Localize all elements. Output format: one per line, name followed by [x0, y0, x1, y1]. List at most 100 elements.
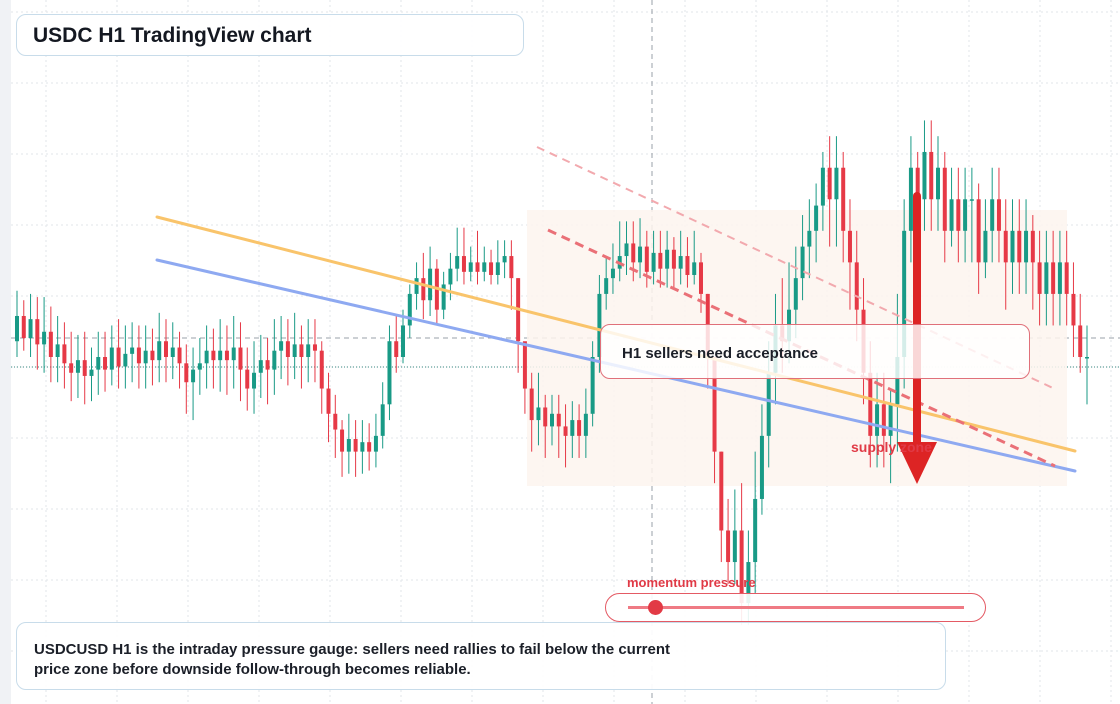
candle-body: [563, 426, 568, 436]
candle-body: [915, 167, 920, 200]
candle-body: [177, 347, 182, 364]
candle-body: [556, 413, 561, 427]
candle-body: [340, 429, 345, 452]
candle-body: [150, 350, 155, 361]
candle-body: [590, 357, 595, 414]
candle-body: [678, 256, 683, 269]
candle-body: [631, 243, 636, 263]
acceptance-label: H1 sellers need acceptance: [622, 345, 818, 362]
candle: [638, 218, 643, 279]
candle: [428, 246, 433, 316]
candle: [983, 199, 988, 279]
candle-body: [624, 243, 629, 257]
candle-body: [570, 420, 575, 436]
candle-body: [448, 268, 453, 285]
candle-body: [224, 350, 229, 361]
candle: [929, 120, 934, 231]
candle-body: [116, 347, 121, 367]
candle: [28, 293, 33, 357]
candle: [624, 221, 629, 275]
candle-body: [1078, 325, 1083, 357]
candle-body: [163, 341, 168, 357]
candle-body: [394, 341, 399, 357]
candle-body: [577, 420, 582, 436]
candle: [319, 341, 324, 414]
candle-body: [719, 451, 724, 531]
candle: [577, 404, 582, 458]
candle-body: [170, 347, 175, 357]
candle: [414, 262, 419, 310]
candle-body: [712, 357, 717, 452]
candle: [1064, 230, 1069, 326]
candle-body: [231, 347, 236, 361]
candle: [996, 167, 1001, 263]
candle: [536, 372, 541, 446]
candle-body: [665, 249, 670, 269]
candle-body: [1017, 230, 1022, 263]
candle-body: [1044, 262, 1049, 294]
candle-body: [218, 350, 223, 361]
candle: [556, 394, 561, 458]
candle-body: [638, 246, 643, 263]
momentum-label: momentum pressure: [627, 575, 756, 590]
candle-body: [1024, 230, 1029, 263]
candle: [218, 319, 223, 392]
candle: [712, 357, 717, 484]
candle-body: [881, 404, 886, 436]
candle: [353, 420, 358, 477]
candle-body: [306, 344, 311, 357]
candle: [550, 394, 554, 446]
candle: [1017, 199, 1022, 294]
candle: [570, 401, 575, 458]
lower-dashed-channel-line: [547, 228, 1056, 468]
candle: [726, 498, 731, 585]
candle-body: [292, 344, 297, 357]
candle-body: [252, 372, 257, 389]
candle-body: [299, 344, 304, 357]
candle-body: [245, 369, 250, 389]
candle: [340, 420, 345, 477]
candle: [604, 256, 609, 310]
candle: [15, 290, 19, 357]
candle: [753, 451, 758, 594]
analysis-note-box: USDCUSD H1 is the intraday pressure gaug…: [16, 622, 946, 690]
candle: [814, 183, 819, 263]
candle-body: [529, 388, 534, 421]
candle: [312, 319, 317, 383]
candle-body: [15, 315, 19, 342]
candle-body: [834, 167, 839, 200]
candle-body: [326, 388, 331, 414]
candle-body: [421, 278, 426, 301]
candle-body: [726, 530, 731, 563]
candle: [509, 240, 514, 310]
momentum-gauge-knob[interactable]: [647, 600, 663, 615]
candle: [103, 331, 108, 392]
candle-body: [373, 435, 378, 452]
candle-body: [976, 199, 981, 263]
candle-body: [766, 372, 771, 436]
candle-body: [908, 167, 913, 231]
candle-body: [868, 372, 873, 436]
candle: [1010, 199, 1015, 294]
candle: [75, 334, 80, 399]
candle: [401, 309, 406, 364]
candle: [502, 240, 507, 279]
candle-body: [312, 344, 317, 351]
candle: [685, 237, 690, 288]
candle: [949, 167, 954, 247]
momentum-gauge[interactable]: [605, 593, 986, 622]
momentum-gauge-track: [628, 606, 964, 609]
candle-body: [651, 252, 656, 272]
candle-body: [1051, 262, 1056, 294]
candle-body: [814, 205, 819, 231]
candle: [854, 230, 859, 342]
candle: [150, 328, 155, 386]
candle: [827, 136, 832, 247]
candle-body: [143, 350, 148, 364]
candle: [245, 347, 250, 411]
candle: [272, 319, 277, 395]
candle-body: [495, 262, 500, 275]
candle: [1078, 293, 1083, 373]
candle-body: [414, 278, 419, 294]
candle-body: [522, 341, 527, 389]
